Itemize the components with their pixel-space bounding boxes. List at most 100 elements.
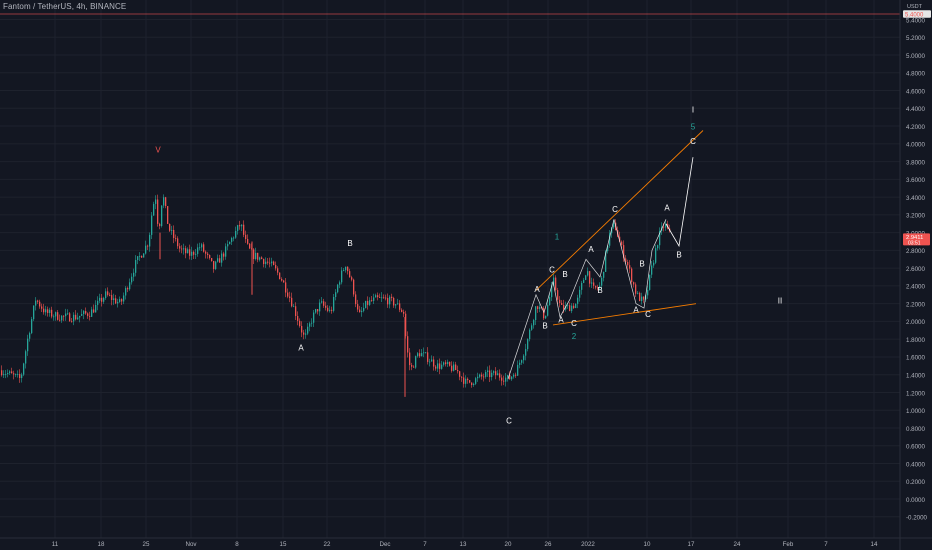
candle-body: [225, 246, 227, 257]
candle-body: [445, 362, 447, 365]
candle-body: [491, 372, 493, 378]
candle-body: [327, 307, 329, 311]
candle-body: [201, 244, 203, 248]
candle-body: [451, 365, 453, 371]
candle-body: [131, 276, 133, 283]
candle-body: [165, 197, 167, 207]
x-tick-label: 17: [688, 541, 695, 548]
candle-body: [473, 383, 475, 386]
candle-body: [427, 352, 429, 362]
candle-body: [547, 305, 549, 316]
candle-body: [519, 362, 521, 365]
candle-body: [289, 296, 291, 298]
candle-body: [249, 243, 251, 249]
candle-body: [625, 258, 627, 262]
candle-body: [193, 251, 195, 255]
candle-body: [329, 309, 331, 311]
candle-body: [91, 309, 93, 317]
candle-body: [437, 363, 439, 369]
candle-body: [613, 222, 615, 228]
x-tick-label: 13: [460, 541, 467, 548]
candle-body: [353, 279, 355, 295]
candle-body: [347, 266, 349, 272]
wave-label: A: [588, 245, 594, 254]
candle-body: [89, 315, 91, 317]
candle-body: [549, 297, 551, 306]
candle-body: [221, 253, 223, 263]
candle-body: [287, 292, 289, 297]
candle-body: [147, 245, 149, 247]
wave-label: A: [633, 306, 639, 315]
candle-body: [173, 229, 175, 238]
candle-body: [301, 325, 303, 333]
candle-body: [517, 364, 519, 376]
candle-body: [279, 272, 281, 280]
candle-body: [141, 255, 143, 258]
candle-body: [561, 303, 563, 305]
time-axis[interactable]: 11 18 25 Nov 8 15 22 Dec 7 13 20 26 2022 10 17 24 Feb 7 14: [0, 537, 932, 548]
candle-body: [5, 373, 7, 375]
candle-body: [325, 305, 327, 308]
candle-body: [55, 312, 57, 317]
y-tick-label: 2.4000: [906, 284, 925, 291]
candle-body: [463, 377, 465, 384]
wave-label: C: [549, 266, 555, 275]
candle-body: [63, 315, 65, 317]
candle-body: [603, 271, 605, 278]
candle-body: [357, 304, 359, 310]
candle-body: [435, 366, 437, 369]
candle-body: [587, 271, 589, 276]
candle-body: [641, 296, 643, 302]
y-tick-label: 4.6000: [906, 88, 925, 95]
wave-label: I: [692, 106, 694, 115]
candle-body: [595, 285, 597, 288]
candle-body: [99, 297, 101, 301]
candle-body: [369, 300, 371, 305]
candle-body: [311, 322, 313, 324]
candle-body: [539, 307, 541, 309]
candle-body: [513, 374, 515, 377]
y-tick-label: 1.8000: [906, 337, 925, 344]
projected-path-line: [665, 157, 694, 248]
candle-body: [467, 378, 469, 381]
alert-price-tag: [903, 10, 931, 18]
candle-body: [199, 247, 201, 249]
candle-body: [93, 309, 95, 313]
candle-body: [487, 370, 489, 373]
candle-body: [397, 303, 399, 305]
candle-body: [273, 261, 275, 266]
current-price-label: 2.9411: [906, 235, 923, 241]
y-tick-label: 0.8000: [906, 426, 925, 433]
drawing-overlay[interactable]: [0, 13, 900, 380]
candle-body: [281, 279, 283, 281]
x-tick-label: 26: [545, 541, 552, 548]
candle-body: [291, 297, 293, 307]
candle-body: [85, 311, 87, 314]
y-tick-label: 3.2000: [906, 213, 925, 220]
candle-body: [305, 333, 307, 335]
candle-body: [535, 306, 537, 321]
candle-body: [537, 306, 539, 309]
candle-body: [217, 258, 219, 262]
x-tick-label: Feb: [783, 541, 794, 548]
candle-body: [215, 261, 217, 270]
x-tick-label: 14: [871, 541, 878, 548]
candle-body: [573, 305, 575, 309]
candle-body: [321, 301, 323, 303]
candle-body: [183, 248, 185, 250]
price-axis[interactable]: 5.4000 5.2000 5.0000 4.8000 4.6000 4.4000 4.20…: [899, 0, 931, 550]
candle-body: [29, 333, 31, 339]
candle-body: [243, 224, 245, 235]
candle-body: [189, 249, 191, 256]
candle-body: [349, 271, 351, 278]
candle-body: [489, 370, 491, 378]
candle-body: [417, 353, 419, 357]
candle-body: [107, 291, 109, 295]
candle-body: [237, 225, 239, 231]
candle-body: [393, 297, 395, 306]
candle-body: [81, 313, 83, 316]
candle-body: [315, 309, 317, 313]
candle-body: [591, 282, 593, 284]
